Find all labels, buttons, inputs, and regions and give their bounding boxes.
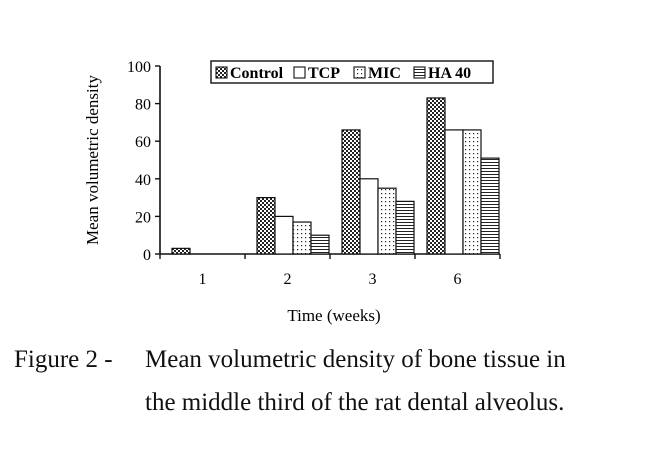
y-tick-label: 60 <box>135 134 151 151</box>
legend-swatch-control <box>215 66 228 79</box>
figure-caption-line-1: Mean volumetric density of bone tissue i… <box>145 346 566 373</box>
bar-chart: 0 20 40 60 80 100 1 2 3 6 Control TCP MIC HA 40 Time… <box>83 59 501 325</box>
bar-ha-40-week-3 <box>395 200 415 255</box>
y-tick-label: 100 <box>127 59 151 76</box>
legend-label-ha-40: HA 40 <box>428 65 471 82</box>
y-tick-label: 80 <box>135 97 151 114</box>
bars <box>171 97 500 255</box>
legend-label-mic: MIC <box>368 65 401 82</box>
bar-tcp-week-3 <box>359 178 379 255</box>
x-tick-label: 6 <box>454 271 462 288</box>
legend-swatch-ha-40 <box>413 66 426 79</box>
legend-swatch-tcp <box>293 66 306 79</box>
y-axis-label: Mean volumetric density <box>83 75 102 245</box>
y-tick-label: 40 <box>135 172 151 189</box>
bar-control-week-3 <box>341 129 361 255</box>
bar-mic-week-3 <box>377 187 397 255</box>
legend-label-control: Control <box>230 65 284 82</box>
figure-caption-line-2: the middle third of the rat dental alveo… <box>145 389 565 416</box>
y-tick-label: 20 <box>135 209 151 226</box>
bar-tcp-week-6 <box>444 129 464 255</box>
bar-control-week-2 <box>256 197 276 255</box>
legend: Control TCP MIC HA 40 <box>210 60 494 84</box>
bar-tcp-week-2 <box>274 215 294 255</box>
bar-ha-40-week-2 <box>310 234 330 255</box>
bar-control-week-6 <box>426 97 446 255</box>
figure-caption-label: Figure 2 - <box>14 346 113 373</box>
x-tick-label: 2 <box>284 271 292 288</box>
bar-ha-40-week-6 <box>480 157 500 255</box>
legend-swatch-mic <box>353 66 366 79</box>
x-tick-label: 1 <box>199 271 207 288</box>
x-axis-label: Time (weeks) <box>287 306 380 325</box>
bar-mic-week-2 <box>292 221 312 255</box>
axes: 0 20 40 60 80 100 1 2 3 6 <box>127 59 501 288</box>
bar-control-week-1 <box>171 247 191 255</box>
bar-mic-week-6 <box>462 129 482 255</box>
x-tick-label: 3 <box>369 271 377 288</box>
legend-label-tcp: TCP <box>308 65 340 82</box>
y-tick-label: 0 <box>143 247 151 264</box>
